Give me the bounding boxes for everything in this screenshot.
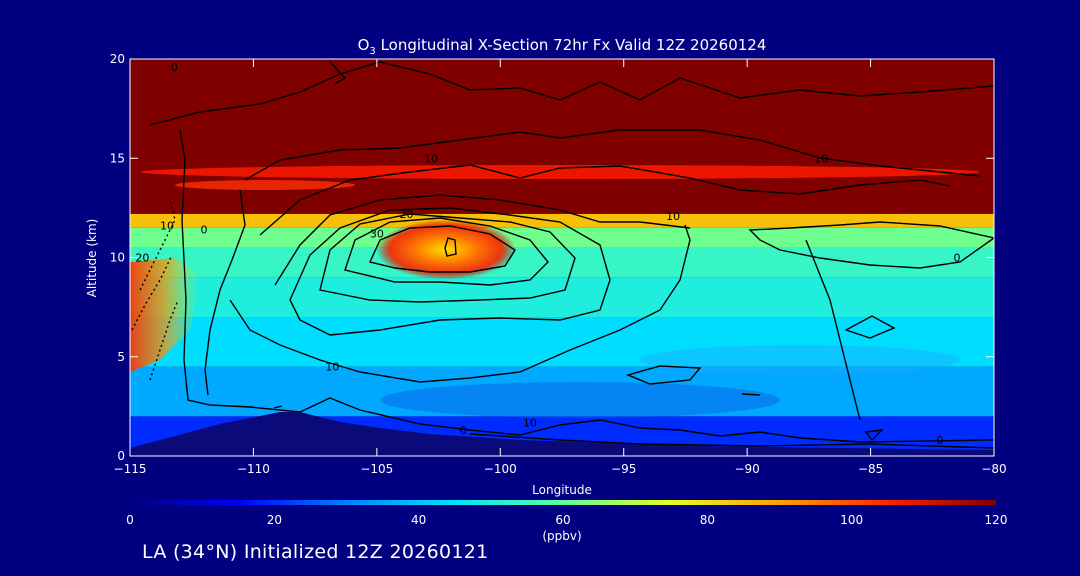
contour-label: 10 xyxy=(160,220,174,233)
y-tick-label: 0 xyxy=(117,449,125,463)
left-red-streak xyxy=(175,180,355,190)
x-tick-label: −90 xyxy=(734,462,759,476)
colorbar-tick-label: 80 xyxy=(700,513,715,527)
western-ozone-intrusion xyxy=(130,258,200,372)
colorbar-tick-label: 40 xyxy=(411,513,426,527)
contour-line xyxy=(289,207,611,336)
contour-label: 20 xyxy=(399,208,413,221)
contour-line xyxy=(229,224,691,383)
y-tick-label: 15 xyxy=(110,151,125,165)
y-tick-label: 5 xyxy=(117,350,125,364)
contour-line xyxy=(204,189,246,396)
low-blue-patch xyxy=(380,382,780,418)
fill-band xyxy=(130,227,994,248)
plot-area: 0 10 10 10 20 30 0 10 20 0 10 10 0 0 xyxy=(130,59,994,456)
fill-band xyxy=(130,213,994,228)
contour-line xyxy=(139,199,176,291)
contour-line xyxy=(741,393,761,396)
contour-line xyxy=(369,225,516,273)
contour-label: 10 xyxy=(523,416,537,429)
colorbar-tick-label: 60 xyxy=(555,513,570,527)
colorbar xyxy=(130,500,996,505)
x-axis: −115 −110 −105 −100 −95 −90 −85 −80 xyxy=(114,59,1007,476)
mid-blue-patch xyxy=(640,345,960,375)
contour-line xyxy=(244,129,981,181)
contour-line xyxy=(469,433,994,449)
contour-line xyxy=(844,315,896,339)
contour-line xyxy=(273,405,283,409)
contour-label: 10 xyxy=(424,152,438,165)
contour-line xyxy=(805,239,861,421)
ozone-contours xyxy=(131,61,994,449)
colorbar-ticks: 0 20 40 60 80 100 120 xyxy=(126,513,1007,527)
contour-label: 10 xyxy=(325,361,339,374)
contour-label: 10 xyxy=(666,210,680,223)
contour-line xyxy=(259,164,951,236)
upper-red-streak xyxy=(140,165,980,179)
y-axis: 0 5 10 15 20 xyxy=(110,52,994,463)
contour-line xyxy=(274,194,691,286)
fill-band xyxy=(130,277,994,318)
chart-title: O3 Longitudinal X-Section 72hr Fx Valid … xyxy=(358,36,767,57)
contour-line xyxy=(864,429,884,442)
x-tick-label: −100 xyxy=(484,462,517,476)
x-axis-label: Longitude xyxy=(532,483,592,497)
colorbar-tick-label: 120 xyxy=(985,513,1008,527)
x-tick-label: −110 xyxy=(237,462,270,476)
x-tick-label: −105 xyxy=(360,462,393,476)
contour-line xyxy=(319,213,576,303)
x-tick-label: −115 xyxy=(114,462,147,476)
x-tick-label: −80 xyxy=(981,462,1006,476)
contour-label: 0 xyxy=(171,61,178,74)
fill-band xyxy=(130,247,994,278)
contour-line xyxy=(149,61,994,126)
contour-label: 30 xyxy=(370,228,384,241)
contour-label: 0 xyxy=(953,252,960,265)
y-tick-label: 10 xyxy=(110,251,125,265)
contour-label: 0 xyxy=(460,424,467,437)
contour-line xyxy=(625,365,702,385)
contour-line xyxy=(748,221,994,269)
contour-label: 10 xyxy=(814,152,828,165)
contour-label: 0 xyxy=(936,434,943,447)
y-tick-label: 20 xyxy=(110,52,125,66)
ozone-fill-bands xyxy=(130,59,994,456)
contour-line xyxy=(444,237,457,257)
colorbar-tick-label: 0 xyxy=(126,513,134,527)
colorbar-unit-label: (ppbv) xyxy=(542,529,581,543)
contour-line xyxy=(131,254,173,331)
fill-band xyxy=(130,59,994,214)
contour-labels: 0 10 10 10 20 30 0 10 20 0 10 10 0 0 xyxy=(135,61,960,447)
contour-line xyxy=(149,299,179,381)
x-tick-label: −85 xyxy=(858,462,883,476)
contour-line xyxy=(344,217,549,286)
x-tick-label: −95 xyxy=(611,462,636,476)
colorbar-tick-label: 20 xyxy=(267,513,282,527)
y-axis-label: Altitude (km) xyxy=(85,219,99,298)
contour-label: 0 xyxy=(201,224,208,237)
contour-label: 20 xyxy=(135,252,149,265)
contour-line xyxy=(329,61,347,85)
colorbar-tick-label: 100 xyxy=(840,513,863,527)
terrain xyxy=(130,412,994,456)
footer-initialization-text: LA (34°N) Initialized 12Z 20260121 xyxy=(142,541,489,563)
contour-line xyxy=(179,129,994,443)
